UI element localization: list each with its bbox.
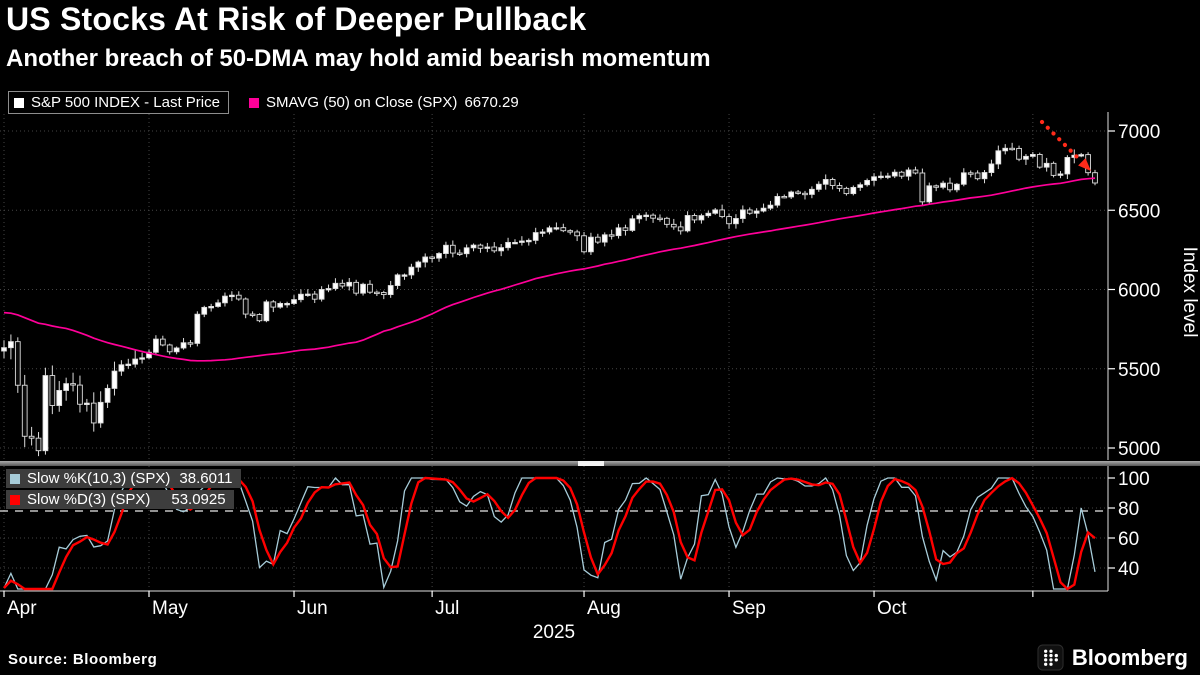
bloomberg-wordmark: Bloomberg — [1071, 644, 1188, 670]
bloomberg-brand: Bloomberg — [1037, 644, 1188, 671]
stochastic-legend: Slow %K(10,3) (SPX) 38.6011 Slow %D(3) (… — [6, 469, 241, 511]
chart-subtitle: Another breach of 50-DMA may hold amid b… — [6, 45, 711, 72]
spx-series-label: S&P 500 INDEX - Last Price — [31, 94, 220, 111]
svg-text:40: 40 — [1118, 559, 1139, 580]
svg-text:Index level: Index level — [1179, 247, 1200, 338]
stoch-k-swatch-icon — [10, 473, 20, 484]
panel-separator — [0, 461, 1200, 466]
svg-text:May: May — [152, 598, 188, 619]
spx-series-swatch-icon — [14, 97, 24, 108]
stoch-k-chip: Slow %K(10,3) (SPX) 38.6011 — [6, 469, 241, 488]
stoch-k-value: 38.6011 — [179, 470, 233, 487]
stoch-d-chip: Slow %D(3) (SPX) 53.0925 — [6, 490, 234, 509]
separator-handle — [578, 461, 604, 466]
svg-text:5500: 5500 — [1118, 360, 1160, 381]
stoch-d-swatch-icon — [10, 494, 20, 505]
svg-text:80: 80 — [1118, 499, 1139, 520]
svg-text:Apr: Apr — [7, 598, 37, 619]
svg-text:Jun: Jun — [297, 598, 328, 619]
svg-text:Oct: Oct — [877, 598, 907, 619]
svg-text:Sep: Sep — [732, 598, 766, 619]
svg-text:Jul: Jul — [435, 598, 459, 619]
smavg-series-swatch-icon — [248, 97, 259, 108]
svg-text:60: 60 — [1118, 529, 1139, 550]
bloomberg-logo-icon — [1037, 644, 1064, 671]
price-chart: 5000 5500 6000 6500 7000 Index level — [0, 112, 1200, 460]
svg-text:6000: 6000 — [1118, 281, 1160, 302]
legend-item-spx: S&P 500 INDEX - Last Price — [8, 91, 229, 114]
stoch-d-legend-row: Slow %D(3) (SPX) 53.0925 — [6, 490, 241, 509]
svg-text:7000: 7000 — [1118, 122, 1160, 143]
stoch-k-legend-row: Slow %K(10,3) (SPX) 38.6011 — [6, 469, 241, 488]
svg-text:5000: 5000 — [1118, 439, 1160, 460]
smavg-series-label: SMAVG (50) on Close (SPX) — [265, 94, 458, 111]
stoch-k-label: Slow %K(10,3) (SPX) — [27, 470, 171, 487]
chart-title: US Stocks At Risk of Deeper Pullback — [6, 1, 587, 37]
svg-text:Aug: Aug — [587, 598, 621, 619]
svg-text:6500: 6500 — [1118, 201, 1160, 222]
legend-item-smavg: SMAVG (50) on Close (SPX) 6670.29 — [248, 94, 519, 111]
main-legend: S&P 500 INDEX - Last Price SMAVG (50) on… — [8, 91, 519, 114]
x-axis-year-label: 2025 — [532, 622, 576, 643]
smavg-series-value: 6670.29 — [464, 94, 519, 111]
svg-text:100: 100 — [1118, 469, 1150, 490]
stoch-d-value: 53.0925 — [171, 491, 226, 508]
source-credit: Source: Bloomberg — [8, 651, 158, 668]
stoch-d-label: Slow %D(3) (SPX) — [27, 491, 151, 508]
